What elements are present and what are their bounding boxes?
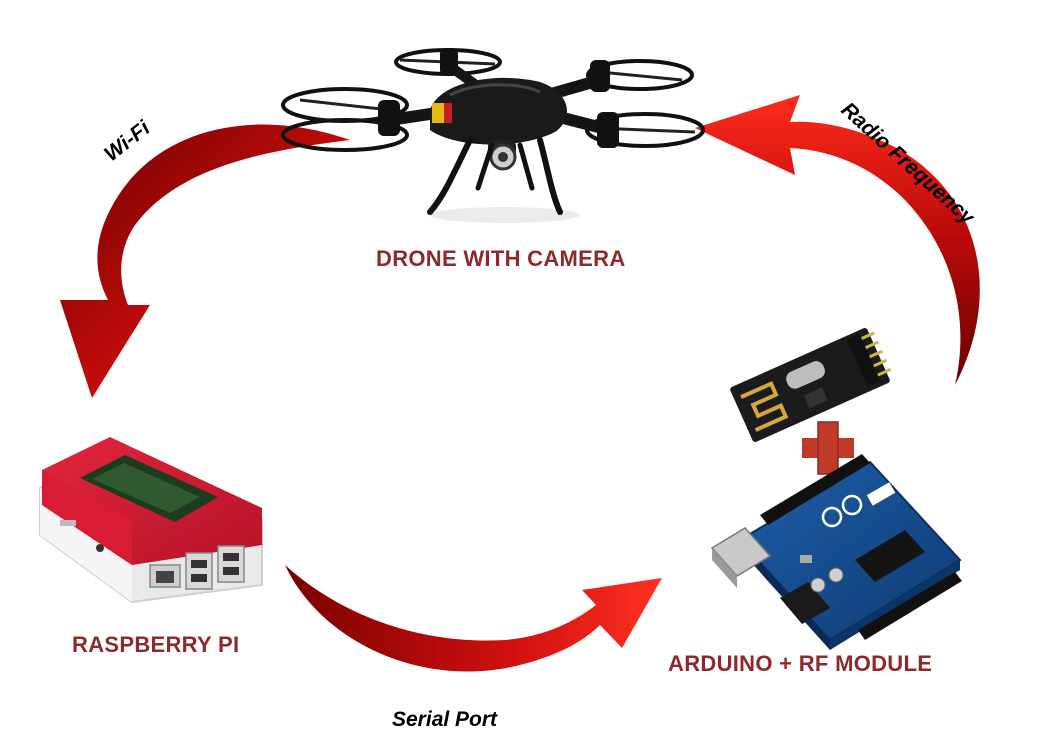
rf-module-icon (730, 328, 892, 442)
drone-icon (281, 48, 705, 223)
raspberry-pi-icon (39, 437, 263, 604)
serial-port-label: Serial Port (392, 708, 498, 731)
radio-frequency-arrow (695, 95, 980, 385)
raspberry-pi-label: RASPBERRY PI (72, 632, 240, 657)
wifi-arrow (60, 124, 350, 398)
arduino-rf-module-label: ARDUINO + RF MODULE (668, 651, 933, 676)
drone-label: DRONE WITH CAMERA (376, 246, 626, 271)
serial-port-arrow (285, 565, 662, 672)
plus-icon (802, 421, 854, 475)
arduino-board-icon (710, 454, 962, 650)
